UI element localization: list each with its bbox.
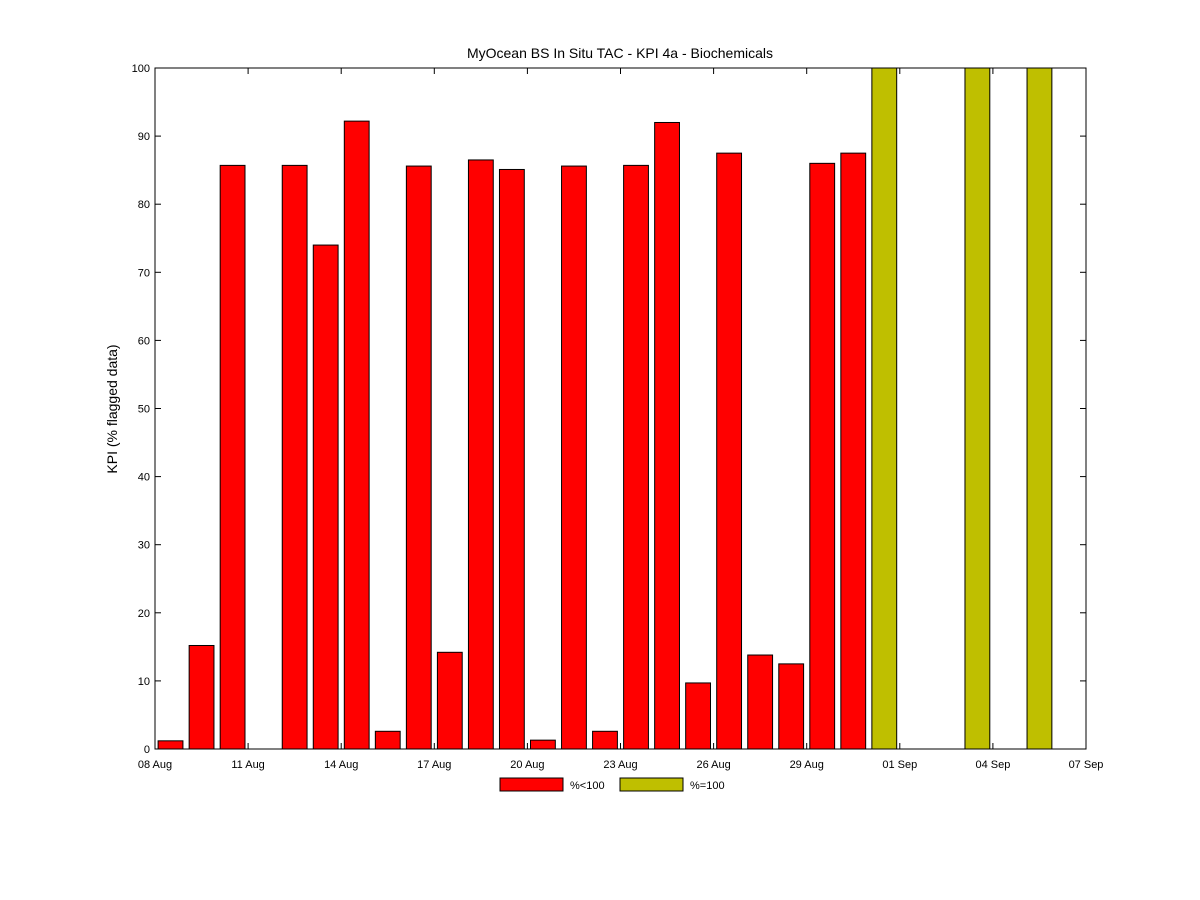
bar-lt100-2012-08-09 [188,644,215,750]
bar-lt100-2012-08-15 [374,730,401,750]
bar-lt100-2012-08-08 [157,740,184,750]
y-axis: 0 10 20 30 40 50 60 70 80 90 100 [132,63,1086,756]
bar-lt100-2012-08-18 [467,159,494,750]
x-tick-label: 20 Aug [510,759,544,771]
legend: %<100 %=100 [499,777,725,792]
bar-eq100-2012-09-05 [1026,67,1053,750]
bar-lt100-2012-08-13 [312,244,339,750]
legend-label: %=100 [690,780,725,792]
bar-lt100-2012-08-25 [685,682,711,750]
x-tick-label: 01 Sep [882,759,917,771]
chart-title: MyOcean BS In Situ TAC - KPI 4a - Bioche… [467,45,773,61]
y-tick-label: 50 [138,404,150,416]
x-tick-label: 29 Aug [790,759,824,771]
bar-lt100-2012-08-23 [623,164,649,750]
y-tick-label: 40 [138,472,150,484]
bar-lt100-2012-08-22 [592,730,618,750]
y-tick-label: 30 [138,540,150,552]
bar-lt100-2012-08-19 [498,168,525,750]
x-tick-label: 07 Sep [1069,759,1104,771]
bar-lt100-2012-08-21 [561,165,587,750]
x-tick-label: 11 Aug [231,759,264,771]
x-tick-label: 14 Aug [324,759,358,771]
bar-lt100-2012-08-30 [840,152,867,750]
legend-swatch [619,777,684,792]
x-tick-label: 23 Aug [603,759,637,771]
bar-eq100-2012-09-03 [964,67,991,750]
y-tick-label: 10 [138,676,150,688]
bar-lt100-2012-08-29 [809,162,836,750]
bar-lt100-2012-08-24 [654,121,680,750]
x-tick-label: 26 Aug [696,759,730,771]
bar-lt100-2012-08-14 [343,120,370,750]
x-tick-label: 08 Aug [138,759,172,771]
bars-group [157,67,1053,750]
x-tick-label: 17 Aug [417,759,451,771]
bar-lt100-2012-08-17 [436,651,463,750]
x-axis: 08 Aug 11 Aug 14 Aug 17 Aug 20 Aug 23 Aug 26 A… [138,68,1104,771]
y-tick-label: 70 [138,267,150,279]
bar-lt100-2012-08-28 [778,663,805,750]
bar-lt100-2012-08-10 [219,164,246,750]
bar-lt100-2012-08-16 [405,165,432,750]
y-tick-label: 100 [132,63,150,75]
bar-lt100-2012-08-20 [530,739,556,750]
x-tick-label: 04 Sep [975,759,1010,771]
bar-lt100-2012-08-26 [716,152,743,750]
legend-swatch [499,777,564,792]
y-tick-label: 90 [138,131,150,143]
y-tick-label: 20 [138,608,150,620]
y-tick-label: 80 [138,199,150,211]
bar-lt100-2012-08-27 [747,654,774,750]
y-tick-label: 0 [144,744,150,756]
legend-label: %<100 [570,780,605,792]
y-tick-label: 60 [138,335,150,347]
y-axis-label: KPI (% flagged data) [104,344,120,473]
bar-lt100-2012-08-12 [281,164,308,750]
bar-eq100-2012-08-31 [871,67,898,750]
